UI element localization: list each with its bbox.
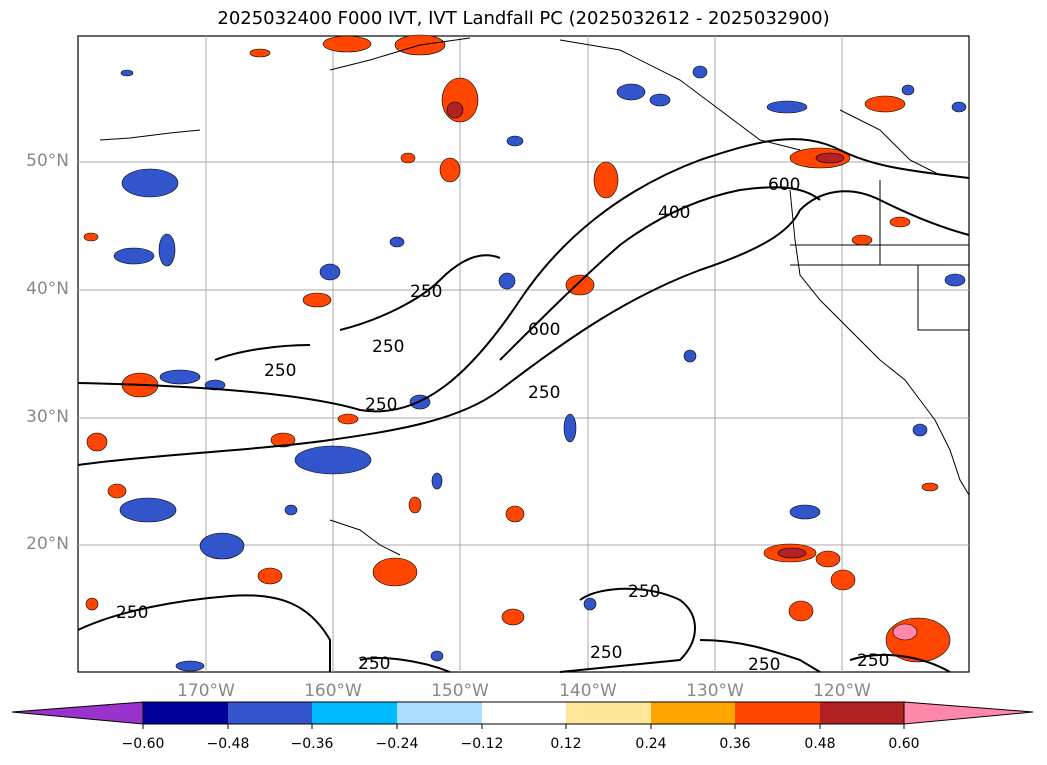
contour-label: 250 [365, 395, 397, 415]
colorbar-tick-label: −0.36 [290, 736, 334, 752]
contour-label: 250 [372, 337, 404, 357]
lon-label-170w: 170°W [177, 681, 235, 701]
lon-label-160w: 160°W [304, 681, 362, 701]
contour-label: 250 [528, 383, 560, 403]
lat-label-30n: 30°N [26, 407, 69, 427]
contour-label: 250 [590, 643, 622, 663]
contour-label: 400 [658, 203, 690, 223]
colorbar-tick-label: −0.48 [206, 736, 250, 752]
colorbar-tick-label: 0.36 [719, 736, 751, 752]
lat-label-40n: 40°N [26, 279, 69, 299]
contour-label: 250 [857, 651, 889, 671]
colorbar-tick-label: 0.48 [804, 736, 836, 752]
lon-label-150w: 150°W [431, 681, 489, 701]
colorbar-tick-label: −0.60 [121, 736, 165, 752]
colorbar-low-extend [11, 701, 144, 725]
contour-label: 600 [528, 320, 560, 340]
contour-label: 600 [768, 175, 800, 195]
contour-label-group: 250 250 250 250 250 250 250 250 250 250 … [116, 175, 889, 675]
ivt-shading [83, 34, 967, 672]
colorbar-tick-label: 0.12 [550, 736, 582, 752]
lon-label-120w: 120°W [813, 681, 871, 701]
colorbar-tick-label: −0.12 [460, 736, 504, 752]
contour-label: 250 [628, 582, 660, 602]
colorbar-tick-label: 0.24 [635, 736, 667, 752]
lat-label-20n: 20°N [26, 534, 69, 554]
colorbar-tick-label: −0.24 [375, 736, 419, 752]
contour-label: 250 [748, 655, 780, 675]
lat-label-50n: 50°N [26, 151, 69, 171]
map-title: 2025032400 F000 IVT, IVT Landfall PC (20… [217, 8, 830, 29]
contour-label: 250 [410, 282, 442, 302]
ivt-contours [77, 138, 970, 673]
colorbar-high-extend [903, 701, 1034, 725]
contour-label: 250 [358, 654, 390, 674]
contour-label: 250 [116, 603, 148, 623]
colorbar-tick-label: 0.60 [888, 736, 920, 752]
colorbar [11, 701, 1034, 729]
lon-label-140w: 140°W [559, 681, 617, 701]
contour-label: 250 [264, 361, 296, 381]
lon-label-130w: 130°W [686, 681, 744, 701]
